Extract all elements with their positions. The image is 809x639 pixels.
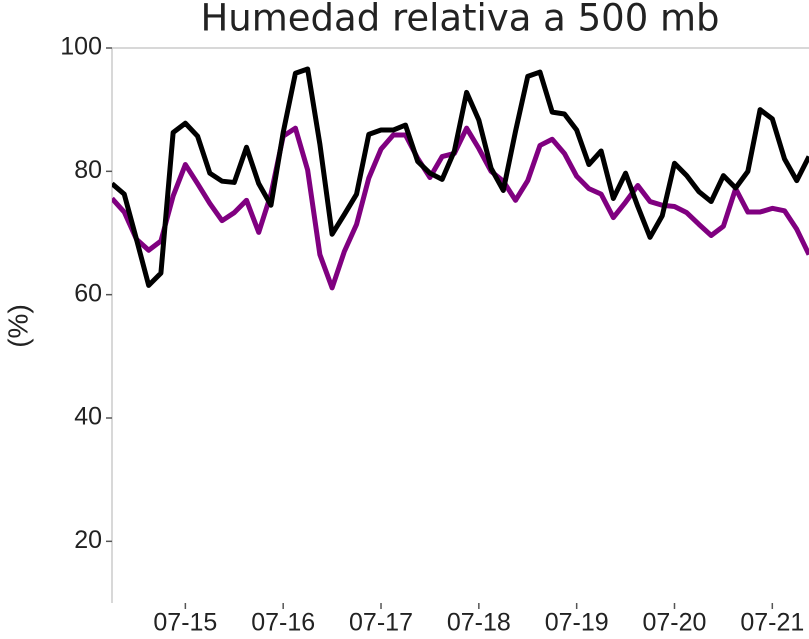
y-tick-label: 60 bbox=[74, 279, 102, 307]
y-tick-label: 40 bbox=[74, 403, 102, 431]
plot-area bbox=[112, 66, 809, 291]
line-series bbox=[112, 66, 809, 288]
line-series bbox=[112, 125, 809, 291]
x-tick-label: 07-16 bbox=[251, 609, 315, 637]
x-tick-label: 07-18 bbox=[447, 609, 511, 637]
x-tick-label: 07-15 bbox=[153, 609, 217, 637]
x-tick-label: 07-19 bbox=[545, 609, 609, 637]
y-tick-label: 100 bbox=[60, 33, 102, 61]
x-tick-label: 07-17 bbox=[349, 609, 413, 637]
x-tick-label: 07-20 bbox=[643, 609, 707, 637]
chart-title: Humedad relativa a 500 mb bbox=[200, 0, 719, 40]
y-axis-label: (%) bbox=[2, 304, 33, 348]
y-tick-label: 20 bbox=[74, 526, 102, 554]
x-tick-label: 07-21 bbox=[740, 609, 804, 637]
y-tick-label: 80 bbox=[74, 156, 102, 184]
